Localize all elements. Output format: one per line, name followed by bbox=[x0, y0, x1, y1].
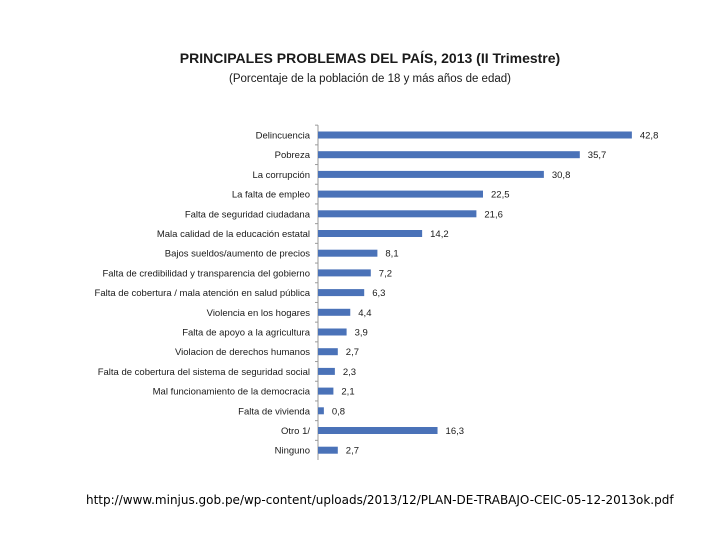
data-label: 7,2 bbox=[379, 268, 392, 279]
data-label: 2,7 bbox=[346, 446, 359, 457]
bar bbox=[318, 328, 347, 336]
category-label: Falta de apoyo a la agricultura bbox=[182, 328, 311, 339]
category-label: La corrupción bbox=[252, 170, 310, 181]
source-url[interactable]: http://www.minjus.gob.pe/wp-content/uplo… bbox=[86, 493, 674, 507]
data-label: 0,8 bbox=[332, 406, 345, 417]
bar bbox=[318, 230, 423, 237]
category-label: Delincuencia bbox=[256, 131, 311, 142]
category-label: La falta de empleo bbox=[232, 190, 310, 201]
bar bbox=[318, 308, 351, 316]
bar bbox=[318, 387, 334, 395]
category-label: Falta de cobertura / mala atención en sa… bbox=[95, 288, 311, 299]
chart-title: PRINCIPALES PROBLEMAS DEL PAÍS, 2013 (II… bbox=[179, 50, 561, 66]
category-label: Falta de credibilidad y transparencia de… bbox=[102, 268, 310, 279]
bar bbox=[318, 190, 483, 198]
category-label: Ninguno bbox=[275, 446, 310, 457]
bar bbox=[318, 367, 335, 375]
category-label: Mala calidad de la educación estatal bbox=[157, 229, 310, 240]
bar bbox=[318, 131, 632, 139]
category-label: Bajos sueldos/aumento de precios bbox=[165, 249, 310, 260]
data-label: 2,1 bbox=[341, 387, 354, 398]
bar bbox=[318, 446, 338, 454]
bar bbox=[318, 249, 378, 257]
category-label: Falta de vivienda bbox=[238, 406, 311, 417]
category-label: Falta de cobertura del sistema de seguri… bbox=[98, 367, 310, 378]
bar bbox=[318, 269, 371, 277]
data-label: 3,9 bbox=[355, 328, 368, 339]
data-label: 6,3 bbox=[372, 288, 385, 299]
category-label: Violencia en los hogares bbox=[207, 308, 311, 319]
data-label: 14,2 bbox=[430, 229, 449, 240]
bar bbox=[318, 407, 324, 415]
category-label: Pobreza bbox=[275, 150, 311, 161]
bar bbox=[318, 427, 438, 434]
bar bbox=[318, 151, 580, 159]
data-label: 16,3 bbox=[446, 426, 465, 437]
data-label: 21,6 bbox=[484, 209, 503, 220]
bar bbox=[318, 348, 338, 356]
data-label: 22,5 bbox=[491, 190, 510, 201]
data-label: 2,3 bbox=[343, 367, 356, 378]
bar bbox=[318, 210, 477, 218]
data-label: 30,8 bbox=[552, 170, 571, 181]
category-label: Mal funcionamiento de la democracia bbox=[153, 387, 311, 398]
data-label: 42,8 bbox=[640, 131, 659, 142]
data-label: 4,4 bbox=[358, 308, 371, 319]
category-label: Otro 1/ bbox=[281, 426, 310, 437]
data-label: 8,1 bbox=[385, 249, 398, 260]
data-label: 2,7 bbox=[346, 347, 359, 358]
bar bbox=[318, 170, 544, 178]
bar bbox=[318, 289, 365, 297]
category-label: Falta de seguridad ciudadana bbox=[185, 209, 311, 220]
category-label: Violacion de derechos humanos bbox=[175, 347, 310, 358]
chart-subtitle: (Porcentaje de la población de 18 y más … bbox=[229, 73, 511, 85]
data-label: 35,7 bbox=[588, 150, 607, 161]
